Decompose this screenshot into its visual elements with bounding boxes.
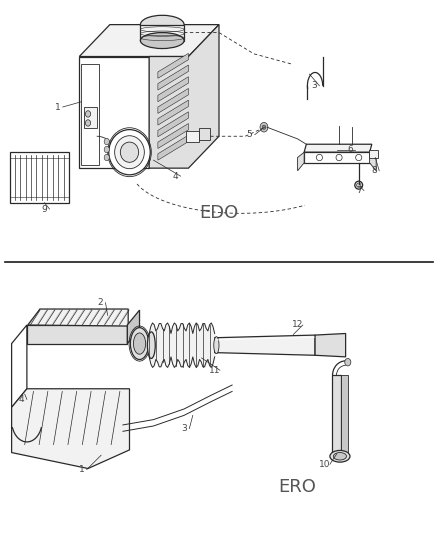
- Polygon shape: [297, 152, 304, 171]
- Ellipse shape: [355, 181, 363, 189]
- Polygon shape: [158, 53, 188, 78]
- Polygon shape: [141, 25, 184, 41]
- Polygon shape: [158, 88, 188, 114]
- Polygon shape: [127, 310, 140, 344]
- Polygon shape: [158, 135, 188, 160]
- Polygon shape: [158, 100, 188, 125]
- Polygon shape: [27, 325, 127, 344]
- Polygon shape: [158, 65, 188, 90]
- Polygon shape: [149, 25, 219, 168]
- Polygon shape: [341, 375, 348, 456]
- Ellipse shape: [357, 183, 361, 187]
- Text: 3: 3: [181, 424, 187, 433]
- Ellipse shape: [115, 136, 145, 168]
- Text: 5: 5: [247, 130, 252, 139]
- Circle shape: [85, 111, 91, 117]
- Polygon shape: [158, 77, 188, 102]
- Text: 9: 9: [42, 205, 47, 214]
- Text: 12: 12: [292, 320, 303, 329]
- Ellipse shape: [131, 328, 149, 360]
- Polygon shape: [332, 375, 341, 456]
- Ellipse shape: [148, 332, 155, 359]
- Text: 10: 10: [319, 460, 330, 469]
- Polygon shape: [315, 334, 346, 357]
- Polygon shape: [158, 124, 188, 149]
- Ellipse shape: [109, 130, 150, 175]
- Ellipse shape: [134, 333, 146, 354]
- Text: ERO: ERO: [279, 478, 317, 496]
- Polygon shape: [369, 150, 378, 158]
- Ellipse shape: [214, 337, 219, 354]
- Ellipse shape: [120, 142, 139, 163]
- Polygon shape: [81, 64, 99, 165]
- Text: EDO: EDO: [199, 204, 239, 222]
- Ellipse shape: [336, 155, 342, 161]
- Polygon shape: [12, 325, 27, 407]
- Text: 1: 1: [78, 465, 85, 474]
- Ellipse shape: [333, 453, 346, 460]
- Polygon shape: [79, 56, 149, 168]
- Text: 6: 6: [347, 145, 353, 154]
- Polygon shape: [215, 335, 315, 356]
- Text: 3: 3: [311, 81, 317, 90]
- Text: 1: 1: [55, 102, 60, 111]
- Circle shape: [85, 120, 91, 126]
- FancyBboxPatch shape: [11, 152, 69, 203]
- Polygon shape: [12, 389, 130, 469]
- Text: 11: 11: [209, 366, 220, 375]
- Text: 4: 4: [173, 172, 178, 181]
- Polygon shape: [158, 112, 188, 137]
- Polygon shape: [186, 131, 199, 142]
- Text: 8: 8: [371, 166, 377, 175]
- Ellipse shape: [330, 450, 350, 462]
- Polygon shape: [370, 152, 376, 171]
- Text: 2: 2: [97, 298, 103, 307]
- Polygon shape: [28, 309, 128, 326]
- Ellipse shape: [316, 155, 322, 161]
- Circle shape: [345, 359, 351, 366]
- Polygon shape: [304, 152, 370, 163]
- Polygon shape: [199, 128, 210, 140]
- Text: 4: 4: [19, 395, 25, 404]
- Polygon shape: [79, 25, 219, 56]
- Polygon shape: [304, 144, 372, 152]
- Circle shape: [104, 155, 110, 161]
- Circle shape: [104, 139, 110, 145]
- Ellipse shape: [141, 33, 184, 49]
- Ellipse shape: [356, 155, 362, 161]
- Circle shape: [260, 123, 268, 132]
- Circle shape: [262, 125, 266, 130]
- Text: 7: 7: [356, 186, 362, 195]
- Circle shape: [104, 147, 110, 153]
- Polygon shape: [84, 107, 97, 128]
- Ellipse shape: [141, 15, 184, 34]
